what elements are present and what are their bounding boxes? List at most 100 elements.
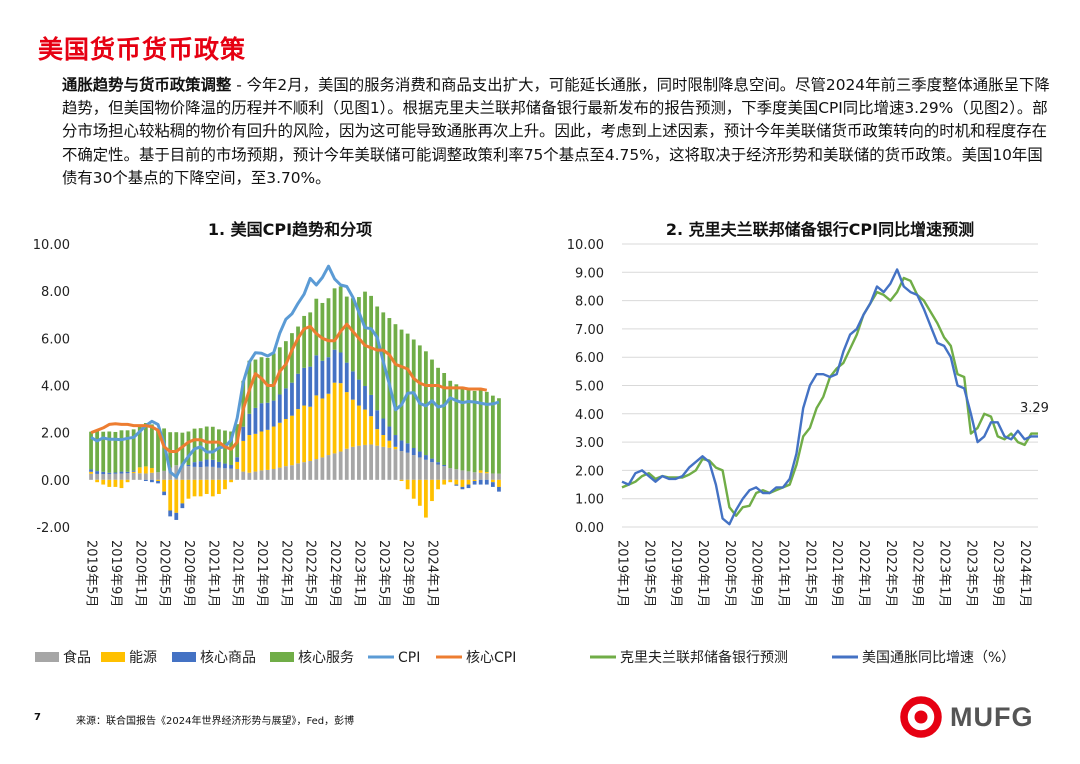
chart1-legend-label: CPI — [398, 650, 420, 666]
chart1-bar-能源 — [265, 429, 270, 470]
chart1-bar-能源 — [430, 479, 434, 502]
chart1-bar-食品 — [320, 457, 325, 480]
chart1-x-tick-label: 2022年9月 — [327, 540, 342, 607]
chart2-x-tick-label: 2021年9月 — [829, 540, 844, 607]
chart1-bar-核心商品 — [204, 459, 209, 467]
chart1-bar-核心商品 — [436, 462, 440, 465]
chart1-bar-核心商品 — [180, 503, 185, 509]
chart1-bar-食品 — [223, 468, 227, 480]
chart1-bar-核心商品 — [277, 394, 282, 423]
chart1-bar-食品 — [156, 472, 160, 480]
chart2-x-tick-label: 2022年5月 — [883, 540, 898, 607]
chart1-bar-食品 — [265, 469, 270, 480]
chart1-bar-核心商品 — [265, 402, 270, 430]
chart1-bar-核心商品 — [314, 355, 319, 396]
chart1-bar-核心商品 — [393, 435, 398, 447]
chart1-bar-核心服务 — [308, 312, 313, 367]
chart1-bar-能源 — [198, 479, 203, 497]
chart1-bar-食品 — [229, 468, 233, 480]
chart1-bar-能源 — [326, 393, 331, 456]
chart1-bar-核心商品 — [143, 479, 148, 482]
chart1-bar-食品 — [296, 463, 300, 480]
chart1-bar-核心商品 — [150, 479, 154, 483]
chart1-bar-核心服务 — [320, 302, 325, 361]
chart1-bar-食品 — [174, 465, 179, 480]
chart1-bar-食品 — [417, 457, 422, 480]
chart1-bar-核心商品 — [296, 373, 300, 410]
chart1-bar-核心商品 — [229, 464, 233, 469]
chart1-bar-能源 — [277, 422, 282, 468]
chart1-bar-核心商品 — [332, 349, 337, 383]
chart2-legend-label: 美国通胀同比增速（%） — [862, 650, 1015, 666]
chart1-bar-核心商品 — [326, 357, 331, 394]
intro-paragraph: 通胀趋势与货币政策调整 - 今年2月，美国的服务消费和商品支出扩大，可能延长通胀… — [62, 74, 1052, 190]
chart1-bar-核心商品 — [283, 388, 288, 419]
chart1-cpi-components: 10.00 8.00 6.00 4.00 2.00 0.00 -2.00 2019年5月 201… — [33, 238, 517, 666]
chart1-bar-食品 — [192, 466, 197, 480]
chart1-bar-能源 — [259, 431, 264, 471]
chart1-bar-能源 — [405, 479, 410, 490]
chart1-bar-能源 — [436, 479, 440, 490]
chart1-y-tick-label: 4.00 — [41, 380, 70, 395]
chart1-bar-食品 — [143, 473, 148, 480]
chart1-bar-食品 — [344, 448, 349, 480]
chart1-bar-核心服务 — [143, 422, 148, 467]
chart1-bar-核心服务 — [442, 373, 447, 465]
chart1-bar-核心服务 — [350, 298, 355, 372]
chart1-bar-食品 — [350, 446, 355, 480]
chart1-bar-食品 — [405, 452, 410, 480]
chart1-bar-食品 — [466, 471, 471, 480]
chart2-x-tick-label: 2024年1月 — [1017, 540, 1032, 607]
chart1-bar-食品 — [271, 468, 276, 480]
chart1-bar-核心服务 — [137, 424, 142, 468]
chart1-bar-核心服务 — [119, 430, 124, 472]
chart1-bar-核心商品 — [484, 479, 489, 485]
chart2-y-tick-label: 6.00 — [575, 351, 604, 366]
chart1-bar-核心商品 — [472, 481, 477, 485]
chart2-line-克里夫兰联邦储备银行预测 — [621, 276, 1038, 517]
chart1-bar-核心服务 — [490, 395, 495, 474]
chart2-y-tick-label: 2.00 — [575, 464, 604, 479]
chart1-x-tick-label: 2023年1月 — [351, 540, 366, 607]
chart1-bar-核心商品 — [411, 447, 416, 456]
chart1-bar-核心商品 — [302, 367, 307, 406]
chart1-bar-能源 — [247, 435, 252, 473]
chart1-bar-能源 — [283, 418, 288, 467]
chart1-bar-核心商品 — [424, 455, 428, 460]
chart1-bar-核心商品 — [101, 471, 106, 475]
chart1-bar-核心服务 — [448, 380, 453, 469]
chart1-bar-食品 — [101, 474, 106, 480]
chart1-bar-食品 — [137, 473, 142, 480]
chart1-bar-核心服务 — [466, 388, 471, 472]
chart1-bar-食品 — [484, 473, 489, 480]
chart1-x-tick-label: 2023年9月 — [400, 540, 415, 607]
chart1-bar-核心商品 — [113, 472, 118, 474]
chart2-y-tick-label: 4.00 — [575, 408, 604, 423]
chart2-x-tick-label: 2019年5月 — [641, 540, 656, 607]
chart1-bar-能源 — [204, 479, 209, 494]
chart2-x-tick-label: 2023年1月 — [937, 540, 952, 607]
chart1-legend-swatch — [172, 652, 196, 662]
chart1-bar-能源 — [131, 471, 136, 473]
chart1-legend-swatch — [35, 652, 59, 662]
chart1-bar-核心服务 — [387, 318, 392, 427]
chart1-bar-食品 — [436, 464, 440, 480]
chart1-bar-食品 — [478, 472, 483, 480]
chart1-bar-能源 — [290, 415, 294, 466]
chart1-bar-能源 — [89, 471, 93, 474]
chart1-bar-食品 — [89, 473, 93, 480]
chart1-bar-核心商品 — [259, 403, 264, 432]
chart1-bar-食品 — [430, 462, 434, 480]
chart1-bar-核心商品 — [357, 379, 361, 406]
chart1-bar-食品 — [302, 462, 307, 480]
chart1-bar-核心商品 — [247, 413, 252, 436]
chart2-title: 2. 克里夫兰联邦储备银行CPI同比增速预测 — [665, 220, 975, 239]
chart1-bar-核心商品 — [223, 463, 227, 469]
chart1-bar-能源 — [241, 440, 246, 472]
chart1-bar-核心服务 — [271, 353, 276, 401]
chart1-bar-食品 — [113, 473, 118, 480]
chart1-y-tick-label: 0.00 — [41, 474, 70, 489]
chart1-legend-label: 核心商品 — [200, 650, 256, 666]
chart1-bar-核心商品 — [320, 360, 325, 399]
chart1-bar-能源 — [296, 409, 300, 464]
